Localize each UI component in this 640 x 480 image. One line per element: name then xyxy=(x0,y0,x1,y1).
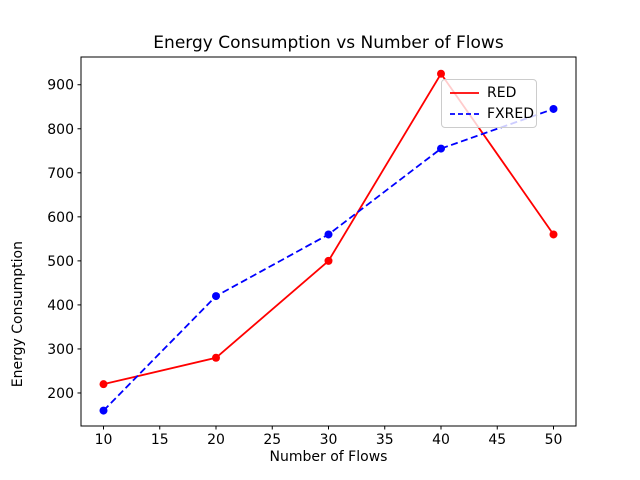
x-tick-label: 25 xyxy=(263,432,281,448)
y-tick-label: 600 xyxy=(47,210,74,226)
fxred-data-point xyxy=(212,292,220,301)
x-tick-label: 10 xyxy=(95,432,113,448)
legend-item-fxred: FXRED xyxy=(450,106,534,122)
fxred-data-point xyxy=(549,104,558,113)
y-axis-label-text: Energy Consumption xyxy=(10,241,26,388)
legend: RED FXRED xyxy=(441,79,537,128)
x-tick-label: 15 xyxy=(151,432,169,448)
legend-label-red: RED xyxy=(487,85,517,101)
legend-label-fxred: FXRED xyxy=(487,106,534,122)
blue-dashed-line-sample-icon xyxy=(450,113,479,115)
x-tick-label: 40 xyxy=(432,432,450,448)
x-tick-label: 35 xyxy=(376,432,394,448)
fxred-data-point xyxy=(437,144,445,153)
x-tick-label: 50 xyxy=(545,432,563,448)
red-data-point xyxy=(99,380,108,389)
red-line-sample-icon xyxy=(450,92,479,94)
red-data-point xyxy=(549,230,558,239)
red-data-point xyxy=(324,256,333,265)
chart-title: Energy Consumption vs Number of Flows xyxy=(153,33,504,53)
legend-item-red: RED xyxy=(450,85,528,101)
x-axis-label: Number of Flows xyxy=(269,449,388,465)
x-tick-label: 45 xyxy=(488,432,506,448)
y-tick-label: 400 xyxy=(47,298,74,314)
fxred-data-point xyxy=(99,406,108,415)
red-data-point xyxy=(212,353,220,362)
red-data-point xyxy=(437,69,445,78)
fxred-data-point xyxy=(324,230,333,239)
y-tick-label: 500 xyxy=(47,254,74,270)
y-tick-label: 700 xyxy=(47,166,74,182)
y-tick-label: 300 xyxy=(47,342,74,358)
y-tick-label: 200 xyxy=(47,386,74,402)
x-tick-label: 20 xyxy=(207,432,225,448)
y-tick-label: 900 xyxy=(47,78,74,94)
x-tick-label: 30 xyxy=(320,432,338,448)
y-tick-label: 800 xyxy=(47,122,74,138)
